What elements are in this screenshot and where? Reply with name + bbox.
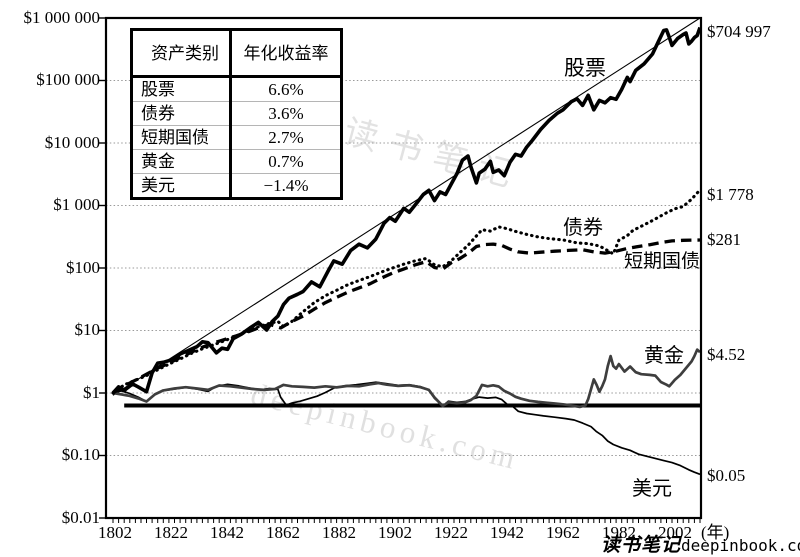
table-cell-return: 2.7%: [229, 125, 342, 150]
table-cell-asset: 股票: [141, 80, 175, 99]
end-value-gold: $4.52: [707, 345, 746, 364]
table-cell-return: 6.6%: [229, 76, 342, 102]
table-cell-asset: 债券: [131, 101, 231, 126]
table-cell-asset: 短期国债: [131, 125, 231, 150]
table-cell-return: 3.6%: [229, 101, 342, 126]
y-axis-label: $10 000: [44, 133, 100, 152]
x-axis-label: 1862: [266, 523, 300, 542]
series-label-dollar: 美元: [632, 478, 672, 500]
y-axis-label: $10: [74, 320, 101, 339]
x-axis-label: 1822: [154, 523, 188, 542]
end-value-tbills: $281: [707, 230, 741, 249]
end-value-stocks: $704 997: [707, 22, 771, 41]
table-cell-asset: 黄金: [131, 149, 231, 174]
x-axis-label: 1962: [546, 523, 580, 542]
y-axis-label: $100 000: [36, 70, 100, 89]
series-label-stocks: 股票: [564, 56, 606, 80]
table-cell-return: 0.7%: [229, 149, 342, 174]
returns-table-header-row: 资产类别 年化收益率: [131, 29, 342, 78]
table-cell-return: −1.4%: [229, 173, 342, 199]
y-axis-label: $1: [83, 383, 100, 402]
table-row-dollar: 美元 −1.4%: [131, 173, 342, 199]
series-label-gold: 黄金: [644, 345, 684, 367]
x-axis-unit-label: (年): [701, 523, 730, 542]
table-header-asset-class: 资产类别: [131, 29, 231, 78]
y-axis-label: $0.10: [61, 445, 100, 464]
x-axis-label: 1942: [490, 523, 524, 542]
x-axis-label: 1982: [602, 523, 636, 542]
y-axis-label: $100: [66, 258, 100, 277]
table-row-bonds: 债券 3.6%: [131, 101, 342, 126]
x-axis-label: 1902: [378, 523, 412, 542]
returns-table: 资产类别 年化收益率 股票 6.6% 债券 3.6% 短期国债 2.7% 黄金 …: [130, 28, 343, 200]
end-value-dollar: $0.05: [707, 466, 746, 485]
price-chart-svg: [99, 16, 703, 523]
y-axis-label: $1 000 000: [23, 8, 101, 27]
y-axis-label: $1 000: [53, 195, 100, 214]
x-axis-label: 1882: [322, 523, 356, 542]
table-row-gold: 黄金 0.7%: [131, 149, 342, 174]
series-label-tbills: 短期国债: [624, 251, 701, 272]
table-row-stocks: 股票 6.6%: [132, 76, 342, 102]
y-axis-label: $0.01: [61, 508, 100, 527]
series-label-bonds: 债券: [563, 217, 603, 239]
table-row-tbills: 短期国债 2.7%: [131, 125, 342, 150]
x-axis-label: 1842: [210, 523, 244, 542]
footer-site-text: deepinbook.com: [681, 536, 800, 555]
x-axis-label: 2002: [658, 523, 692, 542]
footer-brand-text: 读书笔记: [601, 535, 682, 556]
table-cell-asset: 美元: [131, 173, 231, 199]
table-header-annual-return: 年化收益率: [229, 29, 342, 78]
x-axis-label: 1922: [434, 523, 468, 542]
end-value-bonds: $1 778: [707, 185, 754, 204]
x-axis-label: 1802: [98, 523, 132, 542]
footer-watermark: 读书笔记deepinbook.com: [601, 530, 800, 557]
